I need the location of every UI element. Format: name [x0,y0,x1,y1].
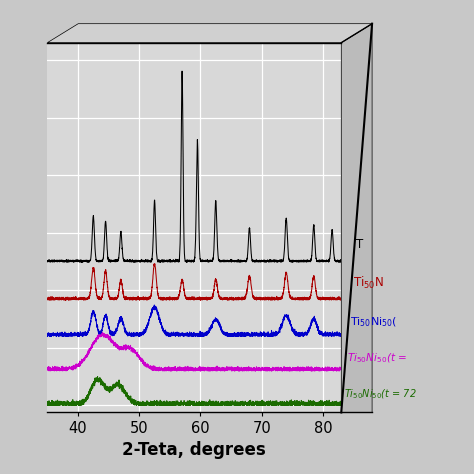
Text: Ti$_{50}$Ni$_{50}$($t$ =: Ti$_{50}$Ni$_{50}$($t$ = [347,351,409,365]
Text: Ti$_{50}$Ni$_{50}$(: Ti$_{50}$Ni$_{50}$( [350,315,397,328]
X-axis label: 2-Teta, degrees: 2-Teta, degrees [122,440,266,458]
Text: T: T [356,237,364,251]
Text: Ti$_{50}$Ni$_{50}$($t$ = 72: Ti$_{50}$Ni$_{50}$($t$ = 72 [344,388,417,401]
Text: Ti$_{50}$N: Ti$_{50}$N [353,274,384,291]
